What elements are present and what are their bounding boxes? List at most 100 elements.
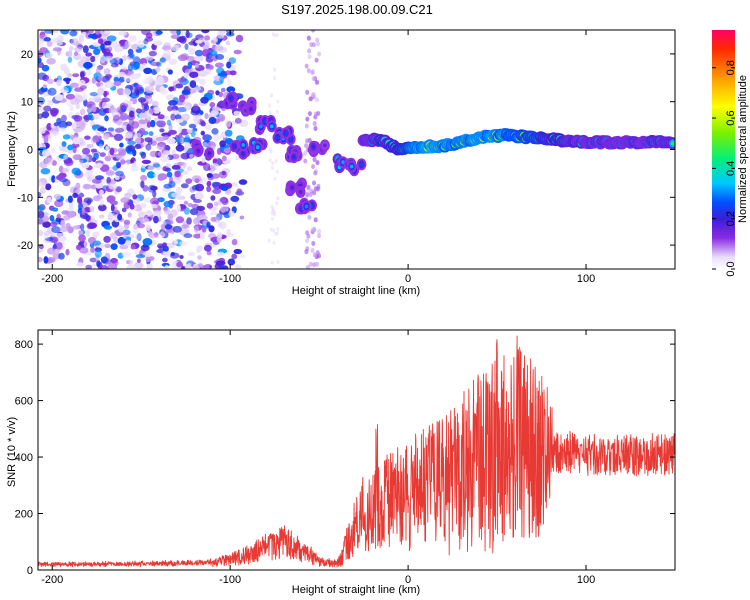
spectrogram-cell (123, 99, 129, 104)
spectrogram-cell (228, 57, 237, 64)
spectrogram-cell (51, 226, 61, 234)
spectrogram-cell (97, 88, 105, 96)
spectrogram-cell (107, 212, 115, 219)
spectrogram-cell (165, 163, 172, 169)
spectrogram-cell (45, 183, 52, 191)
spectrogram-cell (208, 116, 217, 125)
spectrogram-cell (185, 30, 190, 39)
spectrogram-cell (95, 162, 103, 168)
spectrogram-cell (113, 114, 120, 122)
spectrogram-cell (307, 111, 312, 117)
spectrogram-cell (74, 87, 84, 92)
spectrogram-cell (305, 238, 310, 244)
spectrogram-cell (122, 88, 132, 96)
spectrogram-cell (61, 141, 67, 147)
x-tick-label: 0 (405, 574, 411, 586)
spectrogram-cell (223, 147, 231, 154)
spectrogram-cell (189, 208, 199, 216)
spectrogram-cell (139, 151, 146, 156)
spectrogram-cell (89, 205, 95, 213)
spectrogram-cell (142, 63, 147, 68)
spectrogram-cell (104, 225, 112, 230)
spectrogram-cell (231, 238, 238, 246)
spectrogram-cell (169, 252, 180, 259)
spectrogram-cell (97, 127, 107, 132)
spectrogram-cell (117, 88, 125, 96)
spectrogram-cell (150, 140, 157, 147)
spectrogram-cell (79, 108, 86, 116)
x-tick-label: -200 (41, 574, 63, 586)
spectrogram-cell (170, 44, 180, 52)
spectrogram-cell (220, 87, 226, 93)
spectrogram-cell (219, 264, 225, 269)
spectrogram-cell (148, 232, 159, 239)
chart-title: S197.2025.198.00.09.C21 (281, 2, 433, 17)
spectrogram-cell (59, 226, 69, 233)
spectrogram-cell (670, 141, 675, 146)
spectrogram-cell (67, 56, 73, 63)
spectrogram-cell (206, 180, 212, 187)
spectrogram-cell (226, 86, 236, 93)
spectrogram-cell (272, 240, 276, 245)
spectrogram-cell (117, 71, 126, 78)
spectrogram-cell (315, 37, 320, 43)
spectrogram-cell (187, 251, 196, 257)
spectrogram-cell (99, 55, 106, 64)
spectrogram-cell (155, 30, 163, 35)
spectrogram-cell (80, 55, 90, 62)
spectrogram-cell (201, 226, 207, 233)
spectrogram-cell (184, 142, 191, 150)
spectrogram-cell (58, 252, 65, 260)
spectrogram-cell (270, 165, 274, 170)
spectrogram-cell (206, 202, 214, 209)
snr-panel: -200 -100 0 100 0 200 400 600 800 Height of str… (6, 329, 676, 596)
spectrogram-cell (62, 215, 71, 221)
spectrogram-cell (144, 85, 155, 94)
spectrogram-cell (148, 50, 157, 57)
spectrogram-cell (115, 186, 122, 193)
spectrogram-cell (96, 82, 101, 87)
spectrogram-cell (87, 222, 98, 229)
spectrogram-cell (53, 193, 61, 200)
spectrogram-cell (162, 45, 172, 51)
spectrogram-cell (182, 162, 187, 168)
spectrogram-cell (194, 49, 204, 57)
spectrogram-cell (119, 244, 129, 250)
spectrogram-cell (303, 150, 307, 156)
spectrogram-cell (98, 189, 104, 196)
spectrogram-cell (49, 215, 55, 222)
spectrogram-cell (313, 126, 318, 131)
spectrogram-cell (123, 219, 131, 225)
spectrogram-cell (222, 155, 227, 162)
spectrogram-cell (93, 48, 101, 55)
spectrogram-cell (359, 162, 364, 167)
spectrogram-cell (99, 152, 106, 158)
spectrogram-cell (38, 57, 42, 64)
spectrogram-cell (42, 84, 47, 89)
colorbar-tick-label: 0.4 (725, 161, 737, 176)
spectrogram-cell (214, 201, 219, 207)
spectrogram-cell (313, 217, 318, 223)
spectrogram-cell (180, 183, 189, 189)
spectrogram-cell (56, 79, 62, 87)
spectrogram-cell (123, 201, 130, 210)
spectrogram-cell (149, 150, 158, 158)
spectrogram-cell (77, 207, 83, 214)
spectrogram-cell (276, 196, 280, 201)
spectrogram-cell (85, 52, 92, 57)
spectrogram-cell (210, 163, 220, 171)
spectrogram-cell (90, 148, 98, 153)
spectrogram-cell (153, 40, 163, 46)
spectrogram-cell (115, 155, 126, 160)
spectrogram-cell (227, 258, 236, 266)
spectrogram-y-ticks: -20 -10 0 10 20 (17, 49, 675, 252)
y-tick-label: 400 (15, 452, 33, 464)
spectrogram-cell (97, 38, 104, 44)
spectrogram-cell (307, 48, 312, 54)
spectrogram-cell (73, 46, 83, 53)
spectrogram-cell (228, 210, 235, 217)
spectrogram-cell (124, 40, 131, 49)
spectrogram-cell (147, 97, 153, 104)
spectrogram-cell (56, 39, 63, 46)
spectrogram-cell (311, 164, 316, 170)
